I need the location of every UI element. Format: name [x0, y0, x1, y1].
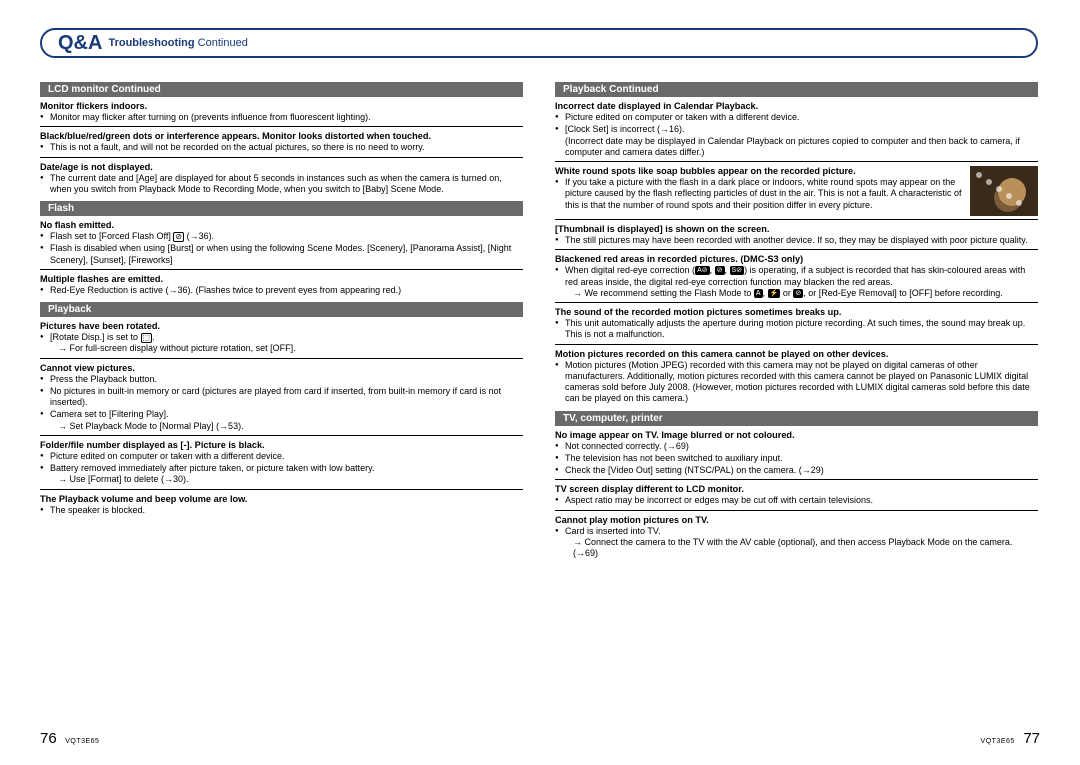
- problem-title: Folder/file number displayed as [-]. Pic…: [40, 440, 523, 450]
- divider: [555, 510, 1038, 511]
- bullet-item: ●Camera set to [Filtering Play].: [40, 409, 523, 420]
- bullet-item: ●This unit automatically adjusts the ape…: [555, 318, 1038, 341]
- problem-title: No flash emitted.: [40, 220, 523, 230]
- bullet-item: ●The television has not been switched to…: [555, 453, 1038, 464]
- doc-code-left: VQT3E65: [65, 738, 99, 745]
- section-heading: TV, computer, printer: [555, 411, 1038, 426]
- bullet-item: ●Aspect ratio may be incorrect or edges …: [555, 495, 1038, 506]
- bullet-subtext: → Connect the camera to the TV with the …: [555, 537, 1038, 560]
- bullet-item: ●[Clock Set] is incorrect (→16).: [555, 124, 1038, 135]
- problem-title: Date/age is not displayed.: [40, 162, 523, 172]
- bullet-item: ●If you take a picture with the flash in…: [555, 177, 964, 211]
- problem-title: White round spots like soap bubbles appe…: [555, 166, 1038, 176]
- problem-title: Motion pictures recorded on this camera …: [555, 349, 1038, 359]
- bullet-subtext: → Set Playback Mode to [Normal Play] (→5…: [40, 421, 523, 432]
- problem-title: TV screen display different to LCD monit…: [555, 484, 1038, 494]
- divider: [555, 302, 1038, 303]
- divider: [40, 157, 523, 158]
- problem-title: Pictures have been rotated.: [40, 321, 523, 331]
- section-heading: LCD monitor Continued: [40, 82, 523, 97]
- divider: [40, 269, 523, 270]
- bullet-item: ●Picture edited on computer or taken wit…: [555, 112, 1038, 123]
- divider: [40, 435, 523, 436]
- bullet-item: ●The still pictures may have been record…: [555, 235, 1038, 246]
- problem-title: Monitor flickers indoors.: [40, 101, 523, 111]
- page-number-left: 76: [40, 730, 57, 747]
- divider: [40, 358, 523, 359]
- divider: [40, 489, 523, 490]
- doc-code-right: VQT3E65: [981, 738, 1015, 745]
- right-column: Playback Continued Incorrect date display…: [555, 76, 1038, 559]
- problem-title: [Thumbnail is displayed] is shown on the…: [555, 224, 1038, 234]
- problem-title: Multiple flashes are emitted.: [40, 274, 523, 284]
- bullet-subtext: → Use [Format] to delete (→30).: [40, 474, 523, 485]
- problem-title: The sound of the recorded motion picture…: [555, 307, 1038, 317]
- bullet-subtext: (Incorrect date may be displayed in Cale…: [555, 136, 1038, 159]
- bullet-item: ●Not connected correctly. (→69): [555, 441, 1038, 452]
- page-footer: 76 VQT3E65 VQT3E65 77: [0, 730, 1080, 747]
- footer-left: 76 VQT3E65: [40, 730, 105, 747]
- bullet-item: ●The speaker is blocked.: [40, 505, 523, 516]
- page-number-right: 77: [1023, 730, 1040, 747]
- left-column: LCD monitor Continued Monitor flickers in…: [40, 76, 523, 559]
- bullet-subtext: → For full-screen display without pictur…: [40, 343, 523, 354]
- bullet-item: ●Battery removed immediately after pictu…: [40, 463, 523, 474]
- divider: [555, 161, 1038, 162]
- problem-title: Cannot play motion pictures on TV.: [555, 515, 1038, 525]
- example-thumbnail: [970, 166, 1038, 216]
- content-columns: LCD monitor Continued Monitor flickers in…: [40, 76, 1038, 559]
- footer-right: VQT3E65 77: [975, 730, 1040, 747]
- bullet-item: ●Check the [Video Out] setting (NTSC/PAL…: [555, 465, 1038, 476]
- bullet-item: ●When digital red-eye correction (A⊘, ⊘,…: [555, 265, 1038, 288]
- divider: [555, 249, 1038, 250]
- bullet-item: ●Press the Playback button.: [40, 374, 523, 385]
- section-heading: Playback: [40, 302, 523, 317]
- bullet-item: ●Motion pictures (Motion JPEG) recorded …: [555, 360, 1038, 405]
- bullet-item: ●No pictures in built-in memory or card …: [40, 386, 523, 409]
- qa-label: Q&A: [58, 32, 102, 55]
- divider: [555, 344, 1038, 345]
- page-header: Q&A Troubleshooting Continued: [40, 28, 1038, 58]
- section-heading: Flash: [40, 201, 523, 216]
- problem-title: Black/blue/red/green dots or interferenc…: [40, 131, 523, 141]
- divider: [555, 219, 1038, 220]
- bullet-item: ●Card is inserted into TV.: [555, 526, 1038, 537]
- section-heading: Playback Continued: [555, 82, 1038, 97]
- problem-title: Cannot view pictures.: [40, 363, 523, 373]
- divider: [40, 126, 523, 127]
- bullet-item: ●Monitor may flicker after turning on (p…: [40, 112, 523, 123]
- problem-title: Blackened red areas in recorded pictures…: [555, 254, 1038, 264]
- bullet-item: ●[Rotate Disp.] is set to ⬚.: [40, 332, 523, 343]
- bullet-subtext: → We recommend setting the Flash Mode to…: [555, 288, 1038, 299]
- bullet-item: ●The current date and [Age] are displaye…: [40, 173, 523, 196]
- bullet-item: ●Red-Eye Reduction is active (→36). (Fla…: [40, 285, 523, 296]
- bullet-item: ●Picture edited on computer or taken wit…: [40, 451, 523, 462]
- divider: [555, 479, 1038, 480]
- bullet-item: ●Flash set to [Forced Flash Off] ⊘ (→36)…: [40, 231, 523, 242]
- problem-title: No image appear on TV. Image blurred or …: [555, 430, 1038, 440]
- problem-title: Incorrect date displayed in Calendar Pla…: [555, 101, 1038, 111]
- bullet-item: ●Flash is disabled when using [Burst] or…: [40, 243, 523, 266]
- bullet-item: ●This is not a fault, and will not be re…: [40, 142, 523, 153]
- header-subtitle: Troubleshooting Continued: [108, 37, 247, 49]
- problem-title: The Playback volume and beep volume are …: [40, 494, 523, 504]
